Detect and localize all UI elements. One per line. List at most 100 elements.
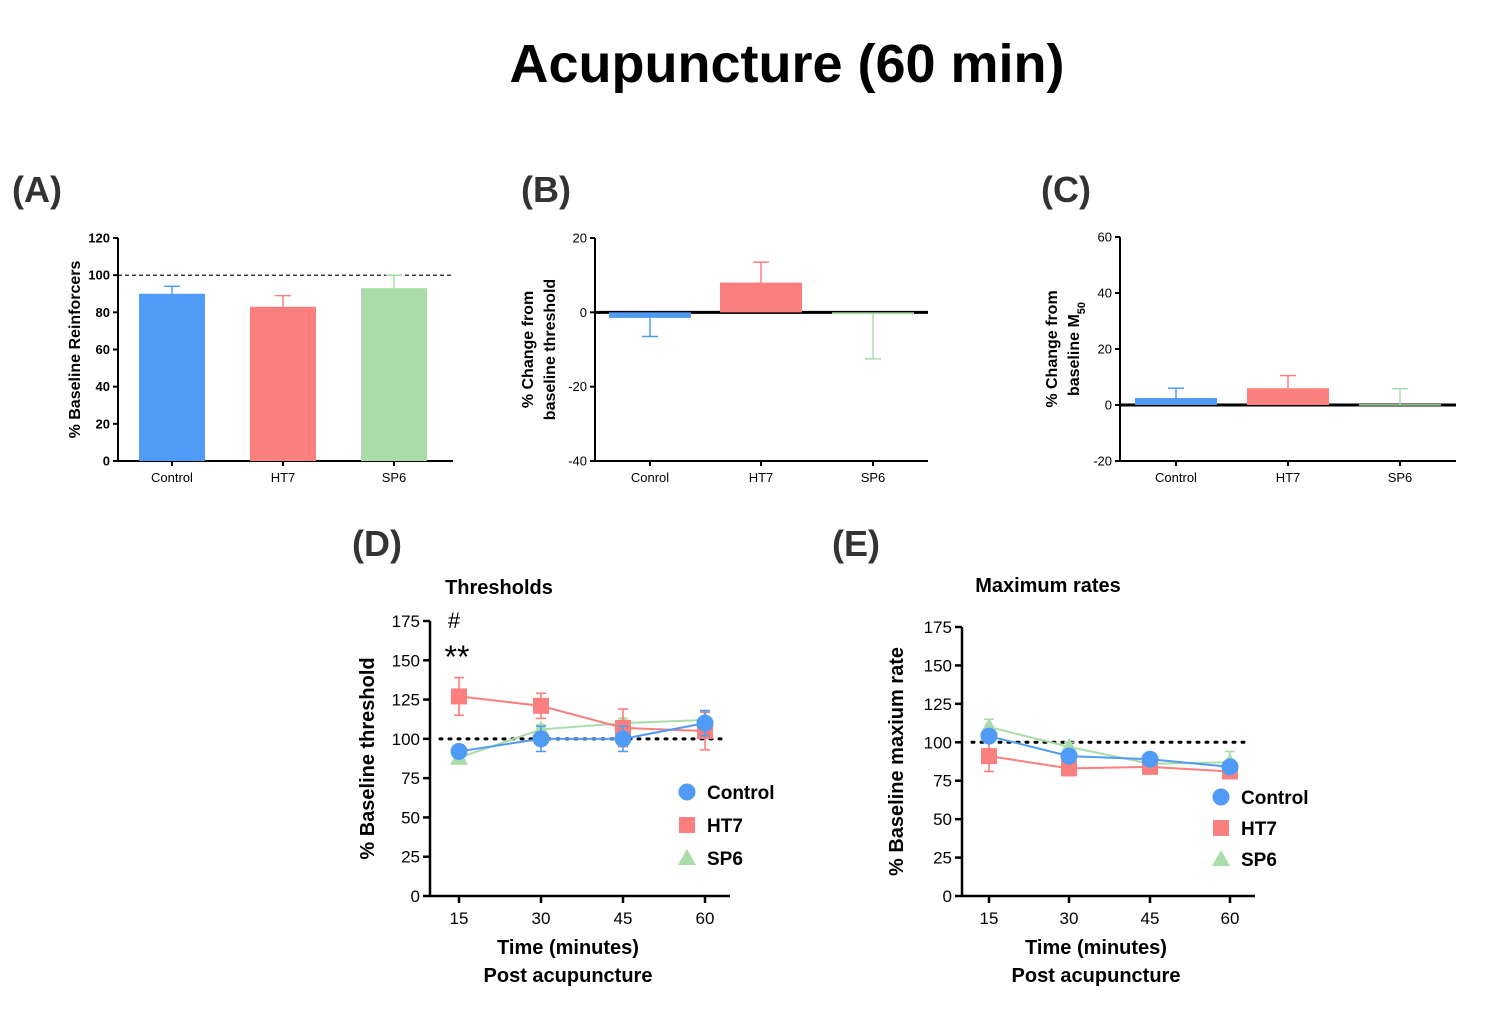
data-point-control <box>532 730 550 748</box>
x-tick-label: 15 <box>980 909 999 928</box>
y-tick-label: 100 <box>392 730 420 749</box>
y-tick-label: 75 <box>401 769 420 788</box>
y-tick-label: 80 <box>96 305 110 320</box>
data-point-control <box>1141 750 1159 768</box>
x-tick-label: Control <box>1155 470 1197 485</box>
y-tick-label: 150 <box>924 656 952 675</box>
x-tick-label: 30 <box>532 909 551 928</box>
y-tick-label: 175 <box>924 618 952 637</box>
panel-label-c: (C) <box>1041 169 1091 210</box>
y-tick-label: 60 <box>96 342 110 357</box>
y-axis-label: baseline M50 <box>1066 302 1088 396</box>
bar-ht7 <box>250 306 316 461</box>
y-axis-label: % Baseline threshold <box>357 657 379 859</box>
bar-sp6 <box>832 312 914 315</box>
legend-marker-ht7 <box>679 817 695 833</box>
data-point-ht7 <box>533 697 549 714</box>
y-tick-label: 20 <box>96 416 110 431</box>
y-tick-label: 20 <box>573 231 587 246</box>
legend-marker-control <box>678 783 696 801</box>
x-tick-label: 45 <box>614 909 633 928</box>
data-point-ht7 <box>451 688 467 705</box>
series-line-control <box>458 722 706 753</box>
x-axis-label: Post acupuncture <box>484 965 653 987</box>
panel-label-d: (D) <box>352 523 402 564</box>
legend-marker-control <box>1212 788 1230 806</box>
y-tick-label: 100 <box>924 733 952 752</box>
x-tick-label: SP6 <box>382 470 407 485</box>
y-axis-label: % Change from <box>1044 290 1061 407</box>
data-point-control <box>696 714 714 732</box>
y-tick-label: 175 <box>392 612 420 631</box>
legend-marker-sp6 <box>678 849 696 865</box>
x-axis-label: Time (minutes) <box>497 937 639 959</box>
y-tick-label: 0 <box>1105 398 1112 413</box>
y-axis-label: % Change from <box>520 291 537 408</box>
bar-ht7 <box>720 282 802 313</box>
annotation-significance: ** <box>445 639 470 675</box>
chart-panel-e: 0 25 50 75 100 125 150 175 15 30 45 60 Control HT7 SP6… <box>886 575 1309 987</box>
data-point-control <box>1221 758 1239 776</box>
chart-title: Maximum rates <box>975 575 1121 597</box>
bar-sp6 <box>1359 404 1441 406</box>
x-tick-label: 60 <box>1221 909 1240 928</box>
data-point-control <box>980 727 998 745</box>
chart-title: Thresholds <box>445 577 553 599</box>
annotation-hash: # <box>448 608 461 633</box>
y-axis-label: baseline threshold <box>542 279 559 420</box>
x-tick-label: SP6 <box>861 470 886 485</box>
bar-ht7 <box>1247 388 1329 405</box>
data-point-ht7 <box>981 748 997 765</box>
legend-marker-ht7 <box>1213 820 1229 836</box>
y-tick-label: 120 <box>88 231 110 246</box>
figure-title: Acupuncture (60 min) <box>509 34 1064 94</box>
legend-label-sp6: SP6 <box>707 849 743 870</box>
y-axis-label: % Baseline Reinforcers <box>67 260 84 438</box>
x-tick-label: HT7 <box>1276 470 1301 485</box>
x-tick-label: 15 <box>450 909 469 928</box>
chart-panel-a: 0 20 40 60 80 100 120 Control HT7 SP6 % Baseline R… <box>67 231 453 485</box>
chart-panel-d: 0 25 50 75 100 125 150 175 15 30 45 60 Control HT7 SP6… <box>357 577 775 987</box>
y-tick-label: 50 <box>933 810 952 829</box>
legend-label-ht7: HT7 <box>707 816 743 837</box>
y-tick-label: 0 <box>103 454 110 469</box>
y-tick-label: 50 <box>401 808 420 827</box>
x-tick-label: Control <box>151 470 193 485</box>
y-tick-label: 125 <box>392 691 420 710</box>
y-tick-label: 40 <box>1098 286 1112 301</box>
legend-label-sp6: SP6 <box>1241 850 1277 871</box>
y-tick-label: 0 <box>580 305 587 320</box>
y-tick-label: 150 <box>392 651 420 670</box>
y-tick-label: 0 <box>943 887 952 906</box>
data-point-control <box>614 730 632 748</box>
x-tick-label: 30 <box>1060 909 1079 928</box>
bar-control <box>1135 398 1217 405</box>
y-tick-label: 60 <box>1098 230 1112 245</box>
series-line-sp6 <box>458 719 706 759</box>
series-line-control <box>988 735 1231 768</box>
x-tick-label: HT7 <box>271 470 296 485</box>
legend-label-control: Control <box>1241 788 1309 809</box>
data-point-ht7 <box>1061 760 1077 777</box>
x-tick-label: 60 <box>696 909 715 928</box>
y-tick-label: 20 <box>1098 342 1112 357</box>
y-tick-label: 75 <box>933 772 952 791</box>
y-axis-label-subscript: 50 <box>1076 302 1088 314</box>
data-point-control <box>450 742 468 760</box>
y-tick-label: -40 <box>568 454 587 469</box>
y-axis-label: % Baseline maxium rate <box>886 647 908 876</box>
legend-label-ht7: HT7 <box>1241 819 1277 840</box>
x-axis-label: Post acupuncture <box>1012 965 1181 987</box>
data-point-control <box>1060 747 1078 765</box>
x-tick-label: 45 <box>1141 909 1160 928</box>
panel-label-b: (B) <box>521 169 571 210</box>
series-line-ht7 <box>988 755 1231 773</box>
chart-panel-c: -20 0 20 40 60 Control HT7 SP6 % Change from base… <box>1044 230 1456 485</box>
chart-panel-b: -40 -20 0 20 Conrol HT7 SP6 % Change from baseli… <box>520 231 928 485</box>
bar-control <box>139 293 205 461</box>
y-tick-label: 125 <box>924 695 952 714</box>
panel-label-e: (E) <box>832 523 880 564</box>
x-tick-label: SP6 <box>1388 470 1413 485</box>
y-tick-label: 100 <box>88 268 110 283</box>
